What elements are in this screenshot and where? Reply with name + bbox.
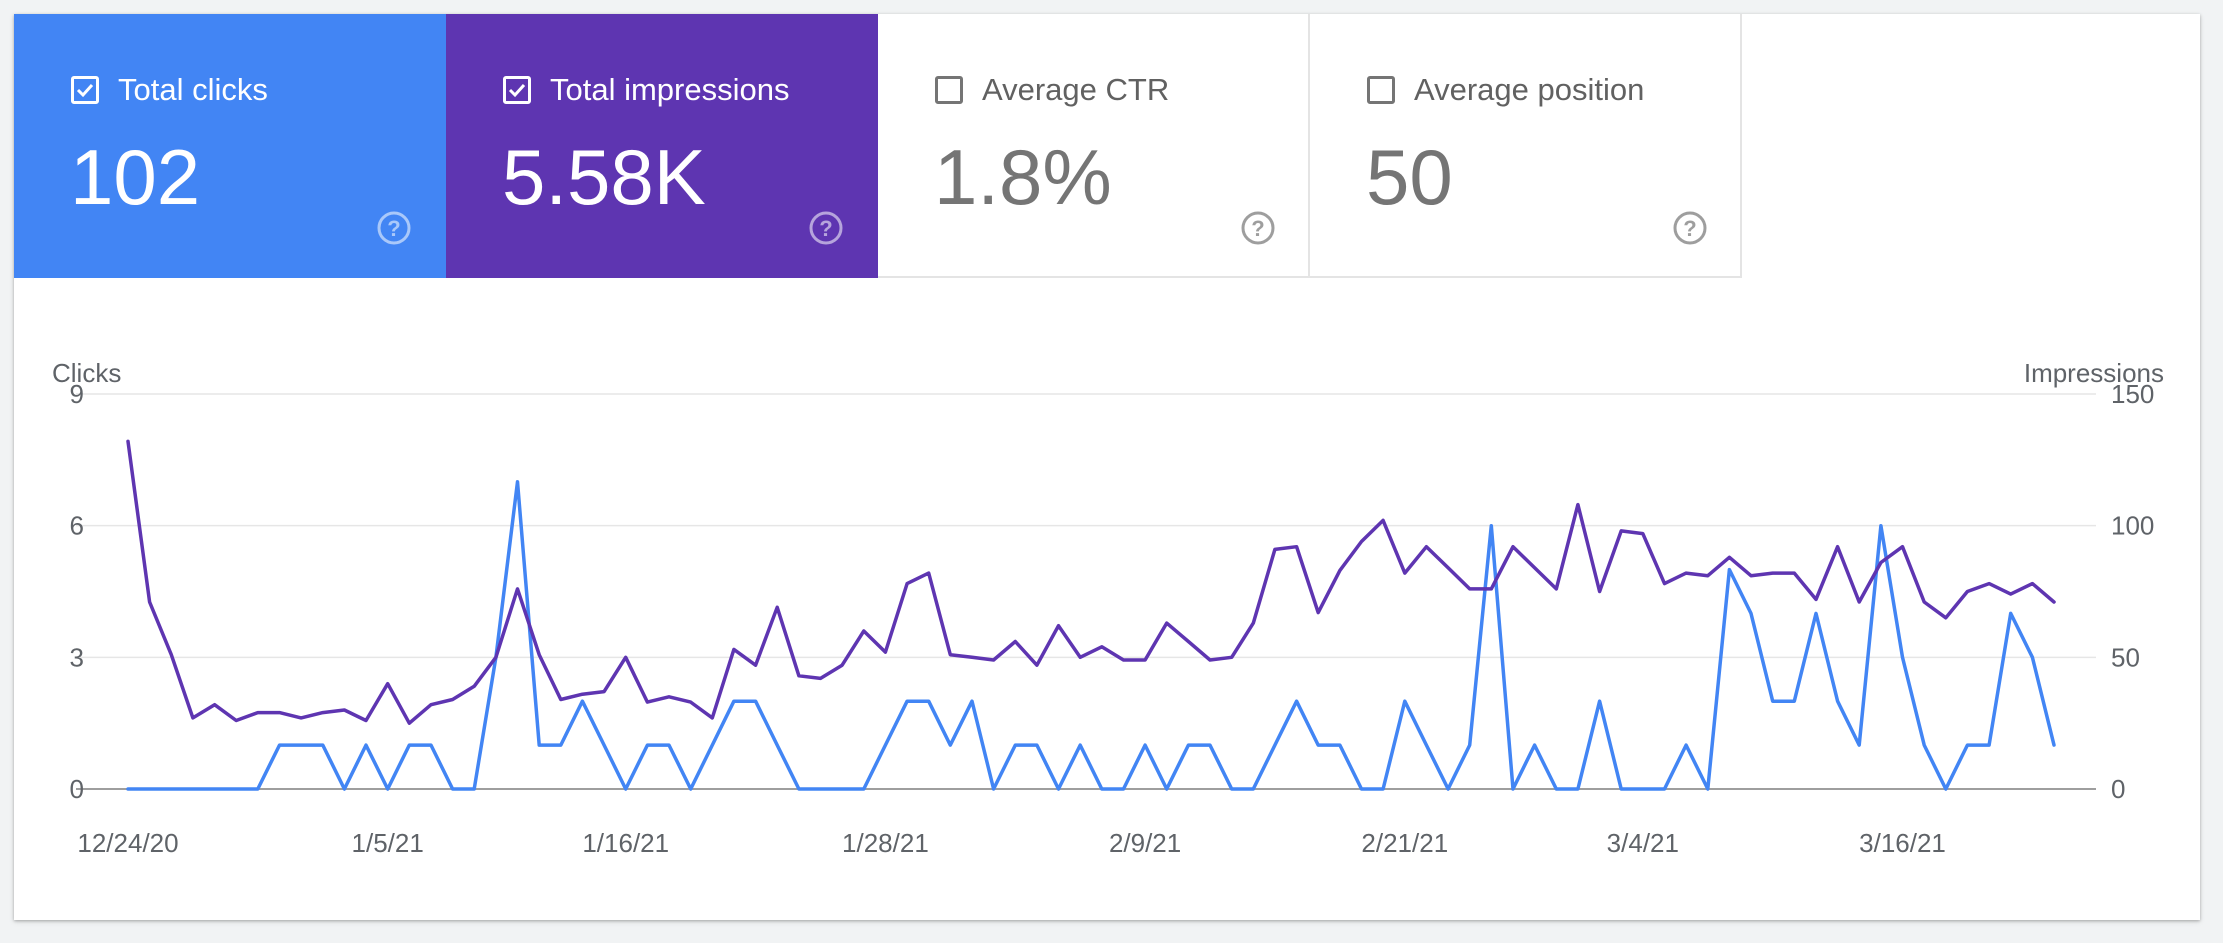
x-tick-label: 12/24/20: [77, 828, 178, 858]
y-right-tick-label: 100: [2111, 511, 2154, 541]
metric-total-clicks[interactable]: Total clicks 102 ?: [14, 14, 446, 278]
series-line-impressions: [126, 439, 2056, 725]
y-left-tick-label: 9: [70, 379, 84, 409]
help-icon[interactable]: ?: [376, 210, 412, 246]
series-line-clicks: [126, 480, 2056, 791]
svg-text:?: ?: [387, 216, 400, 241]
metric-label: Total clicks: [118, 72, 268, 107]
x-tick-label: 1/5/21: [352, 828, 424, 858]
checkbox-unchecked-icon[interactable]: [935, 76, 963, 104]
svg-text:?: ?: [1683, 216, 1696, 241]
x-tick-label: 3/4/21: [1607, 828, 1679, 858]
y-right-tick-label: 50: [2111, 642, 2140, 672]
metric-value: 1.8%: [934, 133, 1112, 221]
metric-value: 102: [70, 133, 201, 221]
checkbox-unchecked-icon[interactable]: [1367, 76, 1395, 104]
metric-label: Average CTR: [982, 72, 1170, 107]
metric-total-impressions[interactable]: Total impressions 5.58K ?: [446, 14, 878, 278]
help-icon[interactable]: ?: [808, 210, 844, 246]
y-left-tick-label: 3: [70, 642, 84, 672]
y-axis-left-title: Clicks: [52, 358, 121, 388]
metric-value: 50: [1366, 133, 1453, 221]
x-tick-label: 2/21/21: [1361, 828, 1448, 858]
metric-tabs: Total clicks 102 ? Total impressions 5.5…: [14, 14, 1742, 278]
help-icon[interactable]: ?: [1240, 210, 1276, 246]
y-left-tick-label: 6: [70, 511, 84, 541]
x-tick-label: 2/9/21: [1109, 828, 1181, 858]
svg-text:?: ?: [819, 216, 832, 241]
x-tick-label: 1/28/21: [842, 828, 929, 858]
y-axis-right-title: Impressions: [2024, 358, 2164, 388]
metric-average-position[interactable]: Average position 50 ?: [1310, 14, 1742, 278]
metric-label: Average position: [1414, 72, 1645, 107]
y-right-tick-label: 0: [2111, 774, 2125, 804]
performance-card: Total clicks 102 ? Total impressions 5.5…: [14, 14, 2200, 920]
y-left-tick-label: 0: [70, 774, 84, 804]
help-icon[interactable]: ?: [1672, 210, 1708, 246]
metric-value: 5.58K: [502, 133, 706, 221]
metric-label: Total impressions: [550, 72, 790, 107]
y-right-tick-label: 150: [2111, 379, 2154, 409]
checkbox-checked-icon[interactable]: [71, 76, 99, 104]
metric-average-ctr[interactable]: Average CTR 1.8% ?: [878, 14, 1310, 278]
checkbox-checked-icon[interactable]: [503, 76, 531, 104]
x-tick-label: 1/16/21: [582, 828, 669, 858]
svg-text:?: ?: [1251, 216, 1264, 241]
x-tick-label: 3/16/21: [1859, 828, 1946, 858]
